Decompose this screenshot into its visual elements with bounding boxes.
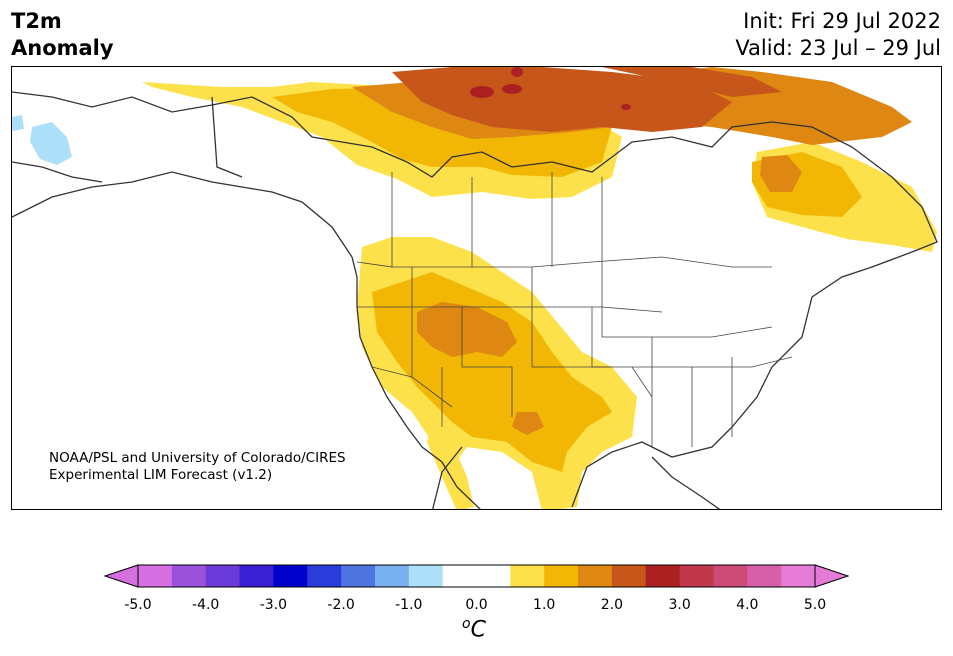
unit-main: C	[470, 617, 486, 643]
anomaly-blue-region	[30, 122, 72, 165]
colorbar-segment	[781, 565, 816, 587]
colorbar-segment	[374, 565, 410, 587]
unit-label: oC	[462, 616, 486, 642]
anomaly-rust-regions	[392, 67, 782, 132]
colorbar-tick-label: -1.0	[395, 597, 423, 613]
anomaly-map	[11, 66, 942, 510]
title-field: Anomaly	[11, 36, 114, 60]
colorbar-segment	[341, 565, 376, 587]
colorbar-tick-label: 5.0	[803, 597, 827, 613]
colorbar-tick-label: 0.0	[465, 597, 488, 613]
colorbar-segment	[544, 565, 579, 587]
valid-range: Valid: 23 Jul – 29 Jul	[735, 36, 941, 60]
credit-line-1: NOAA/PSL and University of Colorado/CIRE…	[49, 450, 346, 466]
colorbar-segment	[442, 565, 477, 587]
unit-degree: o	[462, 616, 471, 632]
anomaly-red-regions	[470, 67, 631, 110]
colorbar-segment	[645, 565, 681, 587]
colorbar-segment	[713, 565, 748, 587]
colorbar-over-triangle	[814, 564, 850, 588]
colorbar-segment	[138, 565, 173, 587]
colorbar-under-triangle	[103, 564, 139, 588]
colorbar-segment	[611, 565, 647, 587]
coastlines	[12, 91, 938, 509]
colorbar-segment	[273, 565, 308, 587]
colorbar-segments	[138, 565, 816, 587]
colorbar-tick-label: -5.0	[124, 597, 152, 613]
map-svg	[12, 67, 938, 509]
colorbar-segment	[476, 565, 511, 587]
colorbar-tick-label: 2.0	[600, 597, 624, 613]
colorbar-segment	[408, 565, 444, 587]
colorbar-tick-label: -4.0	[192, 597, 220, 613]
state-borders	[356, 172, 793, 447]
colorbar-segment	[578, 565, 613, 587]
title-variable: T2m	[11, 9, 62, 33]
forecast-dates: Init: Fri 29 Jul 2022 Valid: 23 Jul – 29…	[735, 8, 941, 62]
colorbar-segment	[747, 565, 782, 587]
colorbar-outline	[137, 564, 816, 588]
colorbar-tick-label: 3.0	[668, 597, 691, 613]
colorbar-segment	[307, 565, 342, 587]
colorbar-tick-label: 4.0	[736, 597, 759, 613]
map-title: T2m Anomaly	[11, 8, 114, 62]
colorbar-segment	[239, 565, 274, 587]
colorbar-tick-label: -2.0	[327, 597, 355, 613]
colorbar-segment	[510, 565, 545, 587]
credit-line-2: Experimental LIM Forecast (v1.2)	[49, 467, 273, 483]
colorbar-segment	[205, 565, 241, 587]
init-date: Init: Fri 29 Jul 2022	[743, 9, 941, 33]
colorbar-segment	[679, 565, 714, 587]
colorbar-tick-label: -3.0	[259, 597, 288, 613]
credit-text: NOAA/PSL and University of Colorado/CIRE…	[49, 450, 346, 484]
colorbar-tick-label: 1.0	[533, 597, 556, 613]
colorbar-segment	[171, 565, 207, 587]
colorbar	[103, 564, 850, 588]
